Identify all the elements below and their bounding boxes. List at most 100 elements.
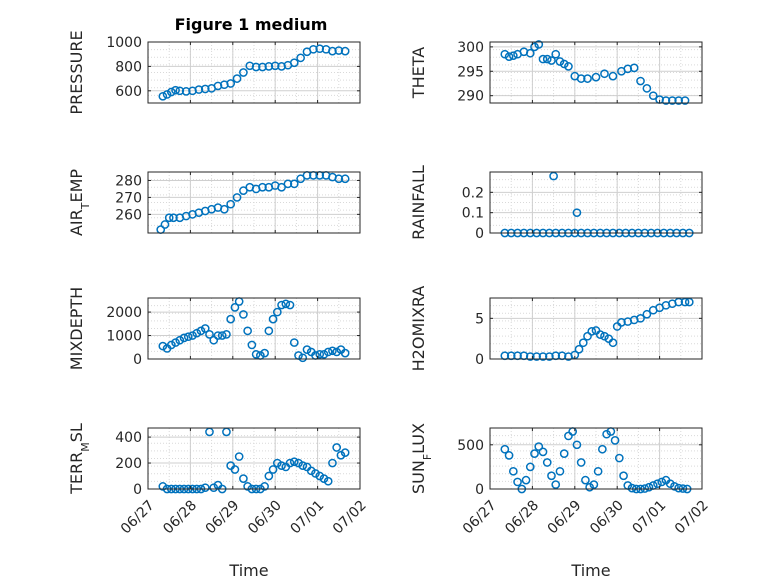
- data-point: [674, 483, 684, 493]
- data-point: [525, 352, 535, 361]
- y-tick-label: 0.1: [462, 206, 484, 222]
- data-point: [674, 96, 684, 105]
- data-point: [340, 46, 350, 56]
- data-point: [648, 91, 658, 101]
- data-point: [239, 310, 248, 319]
- data-point: [525, 462, 535, 472]
- data-point: [258, 62, 267, 72]
- data-point: [264, 62, 274, 71]
- data-point: [532, 352, 541, 361]
- data-point: [545, 352, 554, 361]
- data-point: [200, 483, 210, 493]
- data-point: [260, 482, 269, 491]
- data-point: [555, 57, 565, 66]
- y-tick-label: 300: [457, 40, 484, 56]
- data-point: [232, 193, 242, 202]
- data-point: [277, 300, 286, 310]
- y-axis-label-subscript: T: [79, 202, 92, 210]
- data-point: [175, 86, 185, 96]
- y-axis-label: PRESSURE: [67, 30, 86, 114]
- y-tick-label: 400: [115, 430, 142, 446]
- x-axis-label: Time: [570, 561, 610, 580]
- data-point: [196, 326, 206, 336]
- y-tick-label: 800: [115, 59, 142, 75]
- data-point: [328, 346, 337, 356]
- data-point: [260, 348, 269, 358]
- data-point: [614, 453, 624, 463]
- data-point: [555, 466, 565, 476]
- data-point: [617, 318, 626, 327]
- y-tick-label: 280: [115, 173, 142, 189]
- data-point: [296, 53, 305, 63]
- data-point: [239, 68, 248, 77]
- subplot-6: 0 5 H2OMIXRA: [409, 286, 703, 371]
- subplot-5: 0 1000 2000 MIXDEPTH: [67, 287, 361, 370]
- data-point: [298, 461, 308, 470]
- data-point: [513, 477, 522, 487]
- y-tick-label: 500: [457, 438, 484, 454]
- data-point: [525, 48, 535, 58]
- data-point: [332, 443, 342, 452]
- data-point: [217, 331, 227, 340]
- y-tick-label: 0: [133, 482, 142, 498]
- data-point: [644, 482, 654, 492]
- data-point: [164, 213, 174, 223]
- y-tick-label: 1000: [106, 35, 142, 51]
- data-point: [272, 458, 282, 468]
- subplot-4: 0 0.1 0.2 RAINFALL: [409, 165, 703, 242]
- data-point: [285, 458, 295, 468]
- data-point: [166, 340, 176, 350]
- data-point: [328, 46, 337, 56]
- data-point: [289, 457, 299, 467]
- data-point: [309, 44, 318, 54]
- data-point: [169, 213, 178, 223]
- subplot-grid: 600 800 1000 PRESSURE 290 295 300 THETA 26027028…: [67, 30, 712, 580]
- data-point: [162, 90, 172, 99]
- data-point: [319, 474, 329, 483]
- data-point: [328, 458, 337, 468]
- data-point: [179, 333, 189, 343]
- data-point: [158, 482, 168, 491]
- y-tick-label: 295: [457, 64, 484, 80]
- y-tick-label: 0: [475, 352, 484, 368]
- figure-title: Figure 1 medium: [175, 15, 328, 34]
- data-point: [243, 482, 252, 491]
- data-point: [530, 42, 539, 52]
- data-point: [583, 331, 592, 341]
- data-point: [283, 179, 293, 189]
- data-point: [581, 475, 590, 485]
- y-tick-label: 270: [115, 190, 142, 206]
- data-point: [289, 58, 299, 68]
- data-point: [302, 345, 312, 354]
- data-point: [334, 46, 344, 55]
- data-point: [574, 344, 584, 354]
- data-point: [576, 74, 586, 83]
- data-point: [247, 340, 257, 350]
- y-axis-label: SUNFLUX: [409, 423, 434, 494]
- data-point: [272, 307, 282, 317]
- y-axis-label-subscript: M: [79, 442, 92, 452]
- data-point: [277, 182, 286, 192]
- data-point: [194, 85, 204, 94]
- data-point: [171, 338, 180, 347]
- data-point: [559, 449, 569, 458]
- data-point: [319, 349, 329, 359]
- data-point: [209, 335, 219, 345]
- data-point: [315, 471, 325, 481]
- data-point: [340, 448, 350, 458]
- data-point: [610, 436, 620, 445]
- y-tick-label: 0: [475, 226, 484, 242]
- data-point: [500, 444, 510, 454]
- data-point: [281, 299, 291, 309]
- data-point: [551, 49, 561, 59]
- data-point: [289, 179, 299, 189]
- data-point: [591, 72, 601, 82]
- y-axis-label-part: EMP: [67, 169, 86, 203]
- data-point: [226, 79, 236, 88]
- data-point: [226, 314, 236, 324]
- data-point: [538, 54, 548, 64]
- data-point: [239, 474, 248, 483]
- data-point: [296, 174, 305, 184]
